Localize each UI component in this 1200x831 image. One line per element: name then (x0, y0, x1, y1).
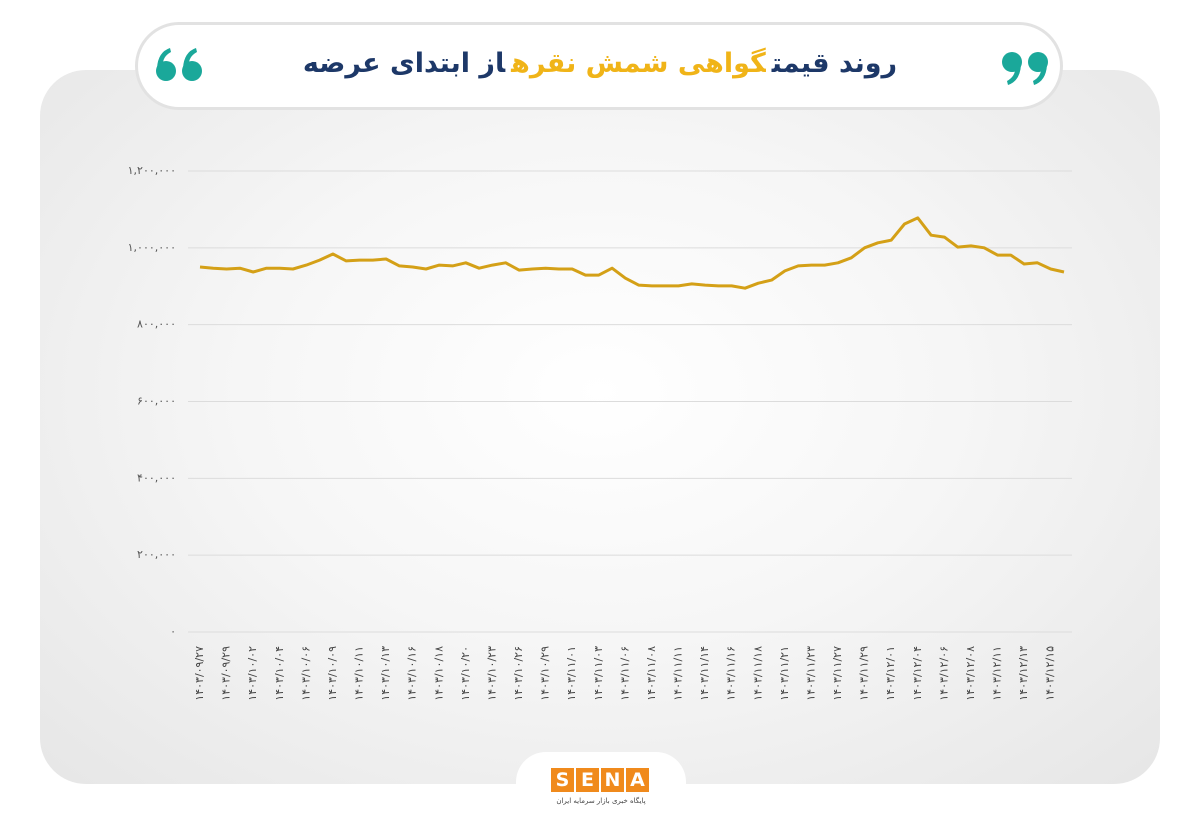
x-tick-label: ۱۴۰۳/۱۱/۰۳ (592, 646, 605, 701)
x-tick-label: ۱۴۰۳/۰۹/۲۹ (220, 646, 233, 701)
y-tick-label: ۶۰۰,۰۰۰ (137, 395, 176, 408)
x-tick-label: ۱۴۰۳/۱۰/۱۳ (379, 646, 392, 701)
x-tick-label: ۱۴۰۳/۱۲/۱۵ (1044, 646, 1057, 701)
price-line (199, 216, 1065, 290)
x-tick-label: ۱۴۰۳/۱۱/۲۷ (831, 646, 844, 701)
title-part: گواهی شمش نقره (511, 48, 766, 79)
title-part: روند قیمت (771, 48, 898, 79)
x-tick-label: ۱۴۰۳/۱۱/۲۳ (804, 646, 817, 701)
x-tick-label: ۱۴۰۳/۱۱/۲۱ (778, 646, 791, 701)
logo-letter: N (601, 768, 624, 792)
x-tick-label: ۱۴۰۳/۱۰/۱۸ (432, 646, 445, 701)
logo-letter: S (551, 768, 574, 792)
y-tick-label: ۱,۰۰۰,۰۰۰ (128, 241, 176, 254)
quote-left (156, 48, 202, 81)
x-tick-label: ۱۴۰۳/۱۱/۰۶ (618, 646, 631, 701)
x-tick-label: ۱۴۰۳/۱۰/۰۶ (299, 646, 312, 701)
x-tick-label: ۱۴۰۳/۱۰/۲۳ (485, 646, 498, 701)
logo-subtitle: پایگاه خبری بازار سرمایه ایران (556, 797, 646, 805)
x-tick-label: ۱۴۰۳/۱۲/۱۳ (1017, 646, 1030, 701)
x-tick-label: ۱۴۰۳/۱۲/۰۴ (911, 646, 924, 701)
x-tick-label: ۱۴۰۳/۱۲/۰۸ (964, 646, 977, 701)
logo-letter: E (576, 768, 599, 792)
x-tick-label: ۱۴۰۳/۱۱/۱۴ (698, 646, 711, 701)
x-tick-label: ۱۴۰۳/۱۰/۱۶ (406, 646, 419, 701)
x-tick-label: ۱۴۰۳/۱۱/۰۱ (565, 646, 578, 701)
y-tick-label: ۸۰۰,۰۰۰ (137, 318, 176, 331)
x-tick-label: ۱۴۰۳/۱۲/۰۱ (884, 646, 897, 701)
y-tick-label: ۱,۲۰۰,۰۰۰ (128, 164, 176, 177)
x-tick-label: ۱۴۰۳/۱۱/۰۸ (645, 646, 658, 701)
y-tick-label: ۰ (170, 625, 176, 638)
x-tick-label: ۱۴۰۳/۱۱/۱۸ (751, 646, 764, 701)
x-tick-label: ۱۴۰۳/۱۰/۲۹ (539, 646, 552, 701)
x-tick-label: ۱۴۰۳/۱۰/۰۲ (246, 646, 259, 701)
x-tick-label: ۱۴۰۳/۱۰/۱۱ (353, 646, 366, 701)
x-tick-label: ۱۴۰۳/۱۱/۲۹ (858, 646, 871, 701)
chart-title: روند قیمتگواهی شمش نقرهاز ابتدای عرضه (260, 40, 940, 88)
y-tick-label: ۲۰۰,۰۰۰ (137, 548, 176, 561)
chart-card (40, 70, 1160, 784)
x-tick-label: ۱۴۰۳/۱۰/۰۴ (273, 646, 286, 701)
x-tick-label: ۱۴۰۳/۱۰/۰۹ (326, 646, 339, 701)
x-tick-label: ۱۴۰۳/۱۰/۲۰ (459, 646, 472, 701)
x-tick-label: ۱۴۰۳/۱۱/۱۶ (725, 646, 738, 701)
x-tick-label: ۱۴۰۳/۱۱/۱۱ (672, 646, 685, 701)
x-tick-label: ۱۴۰۳/۱۲/۱۱ (991, 646, 1004, 701)
x-tick-label: ۱۴۰۳/۱۲/۰۶ (937, 646, 950, 701)
title-part: از ابتدای عرضه (302, 48, 506, 79)
y-tick-label: ۴۰۰,۰۰۰ (137, 471, 176, 484)
quote-right (1002, 52, 1048, 85)
x-tick-label: ۱۴۰۳/۱۰/۲۶ (512, 646, 525, 701)
logo-letter: A (626, 768, 649, 792)
x-tick-label: ۱۴۰۳/۰۹/۲۷ (193, 646, 206, 701)
title-banner (135, 22, 1063, 110)
